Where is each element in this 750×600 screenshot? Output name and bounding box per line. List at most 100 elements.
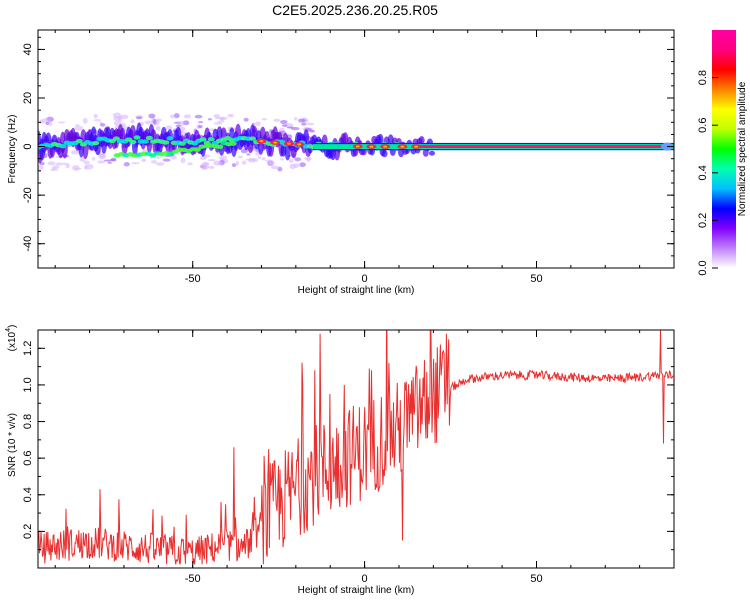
spectrogram-peak-core xyxy=(383,145,388,148)
spectrogram-noise xyxy=(187,162,193,166)
spectrogram-noise xyxy=(273,118,281,122)
snr-ticks: -50 0 50 0.2 0.4 0.6 0.8 1.0 1.2 xyxy=(22,330,675,585)
spectrogram-noise xyxy=(131,162,140,165)
spectrogram-peak-core xyxy=(286,142,291,145)
spectrogram-noise xyxy=(113,120,121,127)
spectrogram-core xyxy=(199,137,207,142)
snr-panel: -50 0 50 0.2 0.4 0.6 0.8 1.0 1.2 Height of strai… xyxy=(5,325,675,596)
spectrogram-peak-core xyxy=(273,141,278,144)
y-tick-label: 0 xyxy=(22,144,34,150)
colorbar-label: Normalized spectral amplitude xyxy=(737,81,748,216)
spectrogram-ticks: -50 0 50 -40 -20 0 20 40 xyxy=(22,30,675,285)
spectrogram-noise xyxy=(57,121,66,124)
spectrogram-noise xyxy=(243,117,249,122)
spectrogram-noise xyxy=(162,158,171,162)
spectrogram-noise xyxy=(208,165,215,169)
spectrogram-band xyxy=(377,133,384,146)
x-tick-label: 50 xyxy=(530,273,542,285)
spectrogram-noise xyxy=(141,158,147,163)
snr-scale-note: (x104) xyxy=(5,325,18,352)
spectrogram-noise xyxy=(281,124,288,127)
spectrogram-y-label: Frequency (Hz) xyxy=(7,115,18,184)
y-tick-label: 0.2 xyxy=(22,524,34,539)
spectrogram-noise xyxy=(71,150,80,155)
spectrogram-panel: -50 0 50 -40 -20 0 20 40 Height of straight lin… xyxy=(7,29,675,296)
spectrogram-noise xyxy=(200,164,208,171)
y-tick-label: -20 xyxy=(22,187,34,203)
spectrogram-noise xyxy=(150,159,158,164)
spectrogram-noise xyxy=(155,125,161,131)
spectrogram-branch xyxy=(194,147,202,152)
spectrogram-noise xyxy=(246,153,251,156)
x-tick-label: -50 xyxy=(185,273,201,285)
spectrogram-core xyxy=(59,143,67,149)
spectrogram-noise xyxy=(299,162,306,168)
y-tick-label: -40 xyxy=(22,236,34,252)
spectrogram-noise xyxy=(82,117,88,124)
spectrogram-noise xyxy=(198,121,204,124)
spectrogram-x-label: Height of straight line (km) xyxy=(298,285,415,296)
spectrogram-noise xyxy=(92,156,96,161)
spectrogram-noise xyxy=(280,119,288,125)
spectrogram-noise xyxy=(270,165,280,170)
spectrogram-core xyxy=(249,136,257,141)
spectrogram-noise xyxy=(173,113,180,119)
colorbar-ticks: 0.0 0.2 0.4 0.6 0.8 xyxy=(697,70,718,276)
spectrogram-data xyxy=(38,112,674,172)
chart-title: C2E5.2025.236.20.25.R05 xyxy=(272,2,438,18)
spectrogram-core xyxy=(129,139,137,145)
spectrogram-core xyxy=(145,135,153,141)
x-tick-label: 0 xyxy=(362,273,368,285)
y-tick-label: 20 xyxy=(22,92,34,104)
snr-y-label: SNR (10 * v/v) xyxy=(7,413,18,477)
snr-data xyxy=(38,330,674,565)
spectrogram-noise xyxy=(220,116,225,122)
spectrogram-noise xyxy=(110,157,117,162)
y-tick-label: 40 xyxy=(22,43,34,55)
spectrogram-noise xyxy=(170,114,175,119)
spectrogram-noise xyxy=(165,125,173,131)
snr-scale-exp: 4 xyxy=(5,328,12,332)
spectrogram-noise xyxy=(47,161,56,166)
spectrogram-peak-core xyxy=(297,143,302,146)
spectrogram-branch xyxy=(229,141,237,146)
colorbar-scale xyxy=(712,30,736,268)
spectrogram-noise xyxy=(257,156,262,159)
spectrogram-noise xyxy=(152,118,157,125)
x-tick-label: 50 xyxy=(530,573,542,585)
spectrogram-noise xyxy=(194,114,203,119)
spectrogram-peak-core xyxy=(369,145,374,148)
spectrogram-noise xyxy=(237,155,243,159)
spectrogram-noise xyxy=(280,157,284,161)
spectrogram-band xyxy=(428,150,435,156)
spectrogram-noise xyxy=(113,116,122,121)
spectrogram-noise xyxy=(255,121,261,127)
spectrogram-noise xyxy=(99,153,106,159)
spectrogram-noise xyxy=(65,162,70,169)
spectrogram-noise xyxy=(93,119,102,122)
spectrogram-noise xyxy=(245,158,253,161)
spectrogram-noise xyxy=(298,118,306,123)
spectrogram-noise xyxy=(136,116,143,120)
colorbar-tick-label: 0.8 xyxy=(697,70,709,85)
spectrogram-noise xyxy=(301,122,307,126)
spectrogram-noise xyxy=(289,163,296,170)
spectrogram-noise xyxy=(294,157,302,162)
spectrogram-core xyxy=(166,136,174,141)
spectrogram-noise xyxy=(241,160,247,165)
spectrogram-noise xyxy=(84,164,94,170)
spectrogram-noise xyxy=(148,113,156,119)
spectrogram-noise xyxy=(235,160,239,166)
spectrogram-noise xyxy=(198,125,203,129)
colorbar: 0.0 0.2 0.4 0.6 0.8 Normalized spectral ampl… xyxy=(697,30,748,276)
spectrogram-noise xyxy=(213,122,223,125)
svg-text:(x104): (x104) xyxy=(5,325,18,352)
spectrogram-noise xyxy=(175,124,181,128)
spectrogram-noise xyxy=(62,162,67,166)
colorbar-tick-label: 0.0 xyxy=(697,260,709,275)
spectrogram-peak-core xyxy=(355,145,360,148)
spectrogram-noise xyxy=(294,116,298,121)
spectrogram-noise xyxy=(288,158,294,163)
spectrogram-noise xyxy=(261,118,268,121)
y-tick-label: 1.0 xyxy=(22,377,34,392)
